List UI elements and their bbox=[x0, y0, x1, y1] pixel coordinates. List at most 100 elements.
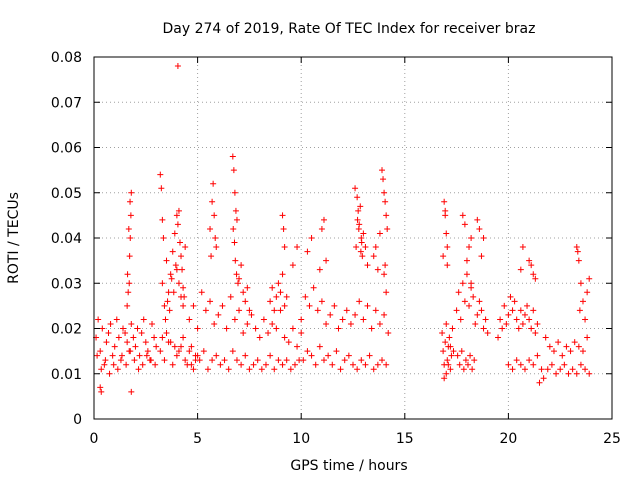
data-point bbox=[233, 357, 240, 364]
data-point bbox=[458, 348, 465, 355]
data-point bbox=[461, 298, 468, 305]
data-point bbox=[267, 298, 274, 305]
data-point bbox=[586, 370, 593, 377]
data-point bbox=[312, 361, 319, 368]
data-point bbox=[347, 320, 354, 327]
data-point bbox=[503, 320, 510, 327]
data-point bbox=[383, 289, 390, 296]
data-point bbox=[464, 361, 471, 368]
data-point bbox=[262, 361, 269, 368]
data-point bbox=[298, 330, 305, 337]
data-point bbox=[227, 293, 234, 300]
data-point bbox=[162, 316, 169, 323]
data-point bbox=[107, 320, 114, 327]
data-point bbox=[443, 370, 450, 377]
data-point bbox=[175, 207, 182, 214]
data-point bbox=[444, 357, 451, 364]
data-point bbox=[565, 370, 572, 377]
data-point bbox=[115, 334, 122, 341]
data-point bbox=[279, 271, 286, 278]
data-point bbox=[196, 357, 203, 364]
data-point bbox=[167, 339, 174, 346]
data-point bbox=[125, 225, 132, 232]
data-point bbox=[235, 280, 242, 287]
data-point bbox=[178, 253, 185, 260]
data-point bbox=[355, 207, 362, 214]
grid-lines bbox=[94, 57, 612, 419]
data-point bbox=[521, 311, 528, 318]
data-point bbox=[102, 357, 109, 364]
data-point bbox=[536, 379, 543, 386]
data-point bbox=[211, 320, 218, 327]
data-point bbox=[372, 244, 379, 251]
x-tick-label: 20 bbox=[499, 431, 517, 447]
data-point bbox=[574, 248, 581, 255]
data-point bbox=[192, 352, 199, 359]
data-point bbox=[337, 366, 344, 373]
data-point bbox=[442, 207, 449, 214]
data-point bbox=[240, 330, 247, 337]
data-point bbox=[117, 357, 124, 364]
data-point bbox=[380, 176, 387, 183]
data-point bbox=[254, 357, 261, 364]
data-point bbox=[474, 216, 481, 223]
data-point bbox=[238, 262, 245, 269]
data-point bbox=[98, 388, 105, 395]
data-point bbox=[221, 357, 228, 364]
data-point bbox=[101, 361, 108, 368]
data-point bbox=[188, 361, 195, 368]
data-point bbox=[372, 307, 379, 314]
data-point bbox=[118, 352, 125, 359]
data-point bbox=[447, 366, 454, 373]
data-point bbox=[211, 212, 218, 219]
data-point bbox=[244, 284, 251, 291]
data-point bbox=[233, 271, 240, 278]
data-point bbox=[230, 167, 237, 174]
data-point bbox=[165, 289, 172, 296]
data-point bbox=[170, 289, 177, 296]
data-point bbox=[501, 302, 508, 309]
data-point bbox=[577, 280, 584, 287]
data-point bbox=[353, 244, 360, 251]
data-point bbox=[213, 244, 220, 251]
data-point bbox=[273, 293, 280, 300]
data-point bbox=[217, 361, 224, 368]
data-point bbox=[329, 361, 336, 368]
data-point bbox=[298, 316, 305, 323]
data-point bbox=[109, 352, 116, 359]
data-point bbox=[294, 343, 301, 350]
data-point bbox=[559, 352, 566, 359]
x-tick-label: 0 bbox=[90, 431, 99, 447]
data-point bbox=[208, 253, 215, 260]
data-point bbox=[275, 280, 282, 287]
data-point bbox=[279, 361, 286, 368]
data-point bbox=[246, 366, 253, 373]
y-tick-label: 0.01 bbox=[51, 367, 82, 383]
data-point bbox=[285, 339, 292, 346]
data-point bbox=[246, 307, 253, 314]
data-point bbox=[207, 225, 214, 232]
data-point bbox=[128, 388, 135, 395]
data-point bbox=[97, 348, 104, 355]
data-point bbox=[103, 339, 110, 346]
data-point bbox=[120, 325, 127, 332]
data-point bbox=[548, 361, 555, 368]
data-point bbox=[509, 307, 516, 314]
data-point bbox=[229, 153, 236, 160]
data-point bbox=[140, 316, 147, 323]
data-point bbox=[210, 180, 217, 187]
data-point bbox=[444, 262, 451, 269]
data-point bbox=[484, 330, 491, 337]
data-point bbox=[134, 325, 141, 332]
data-point bbox=[176, 239, 183, 246]
data-point bbox=[447, 343, 454, 350]
data-point bbox=[530, 271, 537, 278]
data-point bbox=[316, 343, 323, 350]
data-point bbox=[231, 316, 238, 323]
y-axis-label: ROTI / TECUs bbox=[6, 192, 22, 284]
data-point bbox=[495, 334, 502, 341]
data-point bbox=[159, 334, 166, 341]
data-point bbox=[443, 230, 450, 237]
data-point bbox=[186, 348, 193, 355]
data-point bbox=[376, 320, 383, 327]
